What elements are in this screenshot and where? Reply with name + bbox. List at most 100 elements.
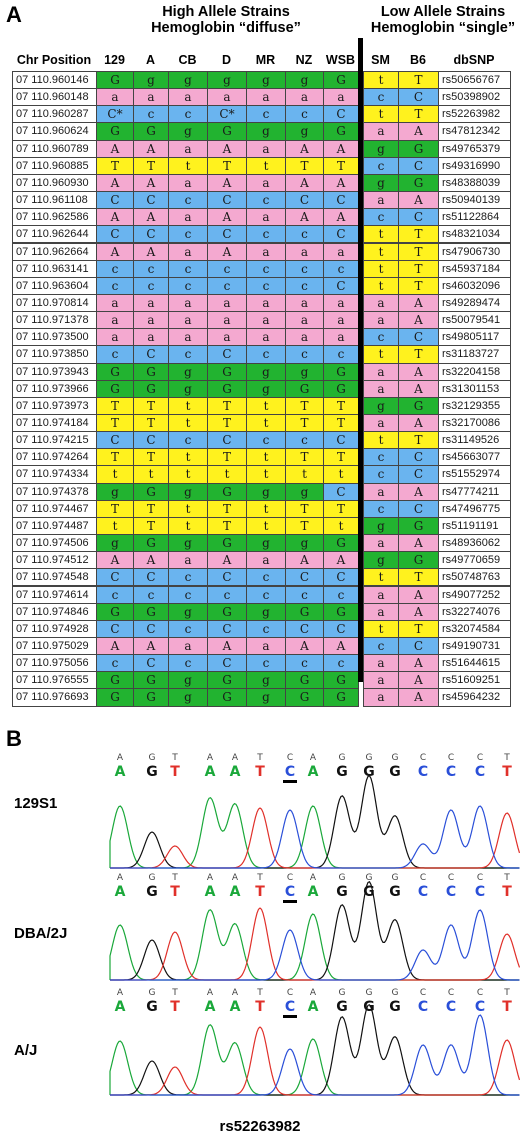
small-base-label: G	[149, 753, 156, 763]
genotype-cell: A	[398, 534, 439, 553]
genotype-cell: G	[96, 379, 134, 398]
genotype-cell: T	[398, 568, 439, 587]
dbsnp-id-cell: rs49316990	[438, 156, 511, 175]
genotype-cell: g	[207, 71, 247, 90]
genotype-cell: g	[246, 71, 286, 90]
genotype-cell: a	[363, 482, 399, 501]
chr-position-cell: 07 110.971378	[12, 311, 97, 330]
dbsnp-id-cell: rs46032096	[438, 276, 511, 295]
genotype-cell: G	[96, 602, 134, 621]
genotype-cell: c	[363, 465, 399, 484]
column-header-wsb: WSB	[325, 53, 356, 67]
genotype-cell: A	[323, 208, 359, 227]
genotype-cell: c	[246, 259, 286, 278]
genotype-cell: g	[285, 71, 324, 90]
genotype-cell: C	[207, 568, 247, 587]
genotype-cell: t	[363, 431, 399, 450]
genotype-cell: a	[168, 293, 208, 313]
small-base-label: T	[256, 873, 263, 883]
genotype-cell: C	[133, 345, 169, 364]
genotype-cell: g	[246, 362, 286, 381]
genotype-cell: G	[96, 362, 134, 381]
trace-g-line	[110, 1004, 520, 1096]
genotype-cell: T	[285, 516, 324, 536]
genotype-cell: g	[246, 602, 286, 621]
genotype-cell: G	[133, 482, 169, 501]
genotype-cell: C	[207, 654, 247, 673]
genotype-cell: T	[285, 499, 324, 518]
genotype-cell: c	[246, 654, 286, 673]
genotype-cell: C	[398, 88, 439, 107]
trace-g-line	[110, 775, 520, 869]
base-call-label: G	[363, 884, 375, 900]
genotype-cell: a	[323, 242, 359, 261]
genotype-cell: t	[285, 465, 324, 484]
genotype-cell: t	[246, 516, 286, 536]
chr-position-cell: 07 110.975029	[12, 636, 97, 656]
genotype-cell: T	[133, 448, 169, 467]
genotype-cell: a	[133, 311, 169, 330]
genotype-cell: t	[168, 516, 208, 536]
genotype-cell: a	[246, 173, 286, 193]
genotype-cell: c	[363, 156, 399, 175]
base-call-label: A	[308, 764, 319, 780]
small-base-label: G	[366, 988, 373, 998]
base-call-label: G	[389, 884, 401, 900]
low-allele-subtitle: Hemoglobin “single”	[370, 20, 516, 36]
genotype-cell: c	[246, 105, 286, 124]
genotype-cell: T	[96, 396, 134, 415]
genotype-cell: c	[323, 585, 359, 604]
genotype-cell: A	[398, 122, 439, 141]
small-base-label: A	[207, 873, 214, 883]
base-call-label: G	[389, 764, 401, 780]
genotype-cell: G	[207, 534, 247, 553]
trace-c-line	[110, 909, 520, 981]
base-call-label: G	[146, 764, 158, 780]
genotype-cell: A	[207, 636, 247, 656]
genotype-cell: C	[323, 482, 359, 501]
base-call-label: A	[205, 764, 216, 780]
small-base-label: A	[207, 753, 214, 763]
genotype-cell: A	[96, 551, 134, 570]
genotype-cell: t	[363, 71, 399, 90]
genotype-cell: G	[398, 516, 439, 536]
genotype-cell: c	[323, 259, 359, 278]
genotype-cell: a	[96, 328, 134, 347]
genotype-cell: A	[323, 636, 359, 656]
genotype-cell: c	[285, 654, 324, 673]
dbsnp-id-cell: rs48388039	[438, 173, 511, 193]
genotype-cell: A	[133, 242, 169, 261]
genotype-cell: G	[398, 396, 439, 415]
base-call-label: C	[475, 999, 485, 1015]
genotype-cell: g	[285, 122, 324, 141]
genotype-cell: g	[96, 534, 134, 553]
genotype-cell: C	[398, 448, 439, 467]
dbsnp-id-cell: rs45964232	[438, 688, 511, 707]
chr-position-cell: 07 110.976693	[12, 688, 97, 707]
genotype-cell: c	[133, 105, 169, 124]
genotype-cell: a	[363, 688, 399, 707]
dbsnp-id-cell: rs32074584	[438, 619, 511, 638]
genotype-cell: C	[133, 619, 169, 638]
genotype-cell: c	[285, 259, 324, 278]
base-call-label: G	[146, 999, 158, 1015]
genotype-cell: C	[398, 636, 439, 656]
genotype-cell: t	[246, 156, 286, 175]
genotype-cell: c	[246, 225, 286, 244]
genotype-cell: t	[363, 276, 399, 295]
chr-position-cell: 07 110.974614	[12, 585, 97, 604]
genotype-cell: C*	[207, 105, 247, 124]
chr-position-cell: 07 110.974846	[12, 602, 97, 621]
genotype-cell: c	[285, 225, 324, 244]
small-base-label: G	[392, 988, 399, 998]
genotype-cell: T	[398, 225, 439, 244]
genotype-cell: a	[207, 293, 247, 313]
column-header-sm: SM	[371, 53, 390, 67]
genotype-cell: C	[133, 568, 169, 587]
genotype-cell: T	[96, 448, 134, 467]
chr-position-cell: 07 110.974928	[12, 619, 97, 638]
chr-position-cell: 07 110.961108	[12, 191, 97, 210]
genotype-cell: A	[133, 173, 169, 193]
genotype-cell: C	[96, 225, 134, 244]
genotype-cell: G	[133, 122, 169, 141]
